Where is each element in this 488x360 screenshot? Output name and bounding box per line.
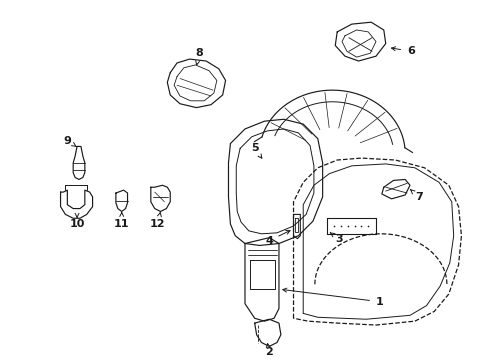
Text: 11: 11 [114,219,129,229]
Text: 12: 12 [149,219,165,229]
Text: 9: 9 [63,136,71,145]
Text: 3: 3 [335,234,342,244]
Text: 7: 7 [414,192,422,202]
Text: 4: 4 [265,235,273,246]
Text: 2: 2 [265,347,273,357]
Text: 8: 8 [195,48,203,58]
Text: 1: 1 [375,297,383,307]
Text: 6: 6 [406,46,414,56]
Text: 10: 10 [69,219,84,229]
Text: 5: 5 [250,143,258,153]
